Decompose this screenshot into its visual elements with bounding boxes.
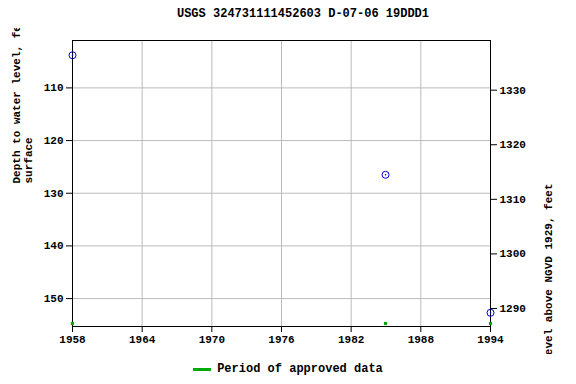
html-text:USGS 324731111452603 D-07-06 1: USGS 324731111452603 D-07-06 19DDD1 (177, 7, 429, 21)
svg-text:1300: 1300 (500, 248, 526, 260)
svg-text:110: 110 (44, 82, 64, 94)
svg-text:Groundwater level above NGVD 1: Groundwater level above NGVD 1929, feet (543, 184, 555, 355)
svg-text:1994: 1994 (477, 334, 504, 346)
svg-text:1958: 1958 (59, 334, 86, 346)
svg-text:1290: 1290 (500, 303, 526, 315)
svg-text:1976: 1976 (268, 334, 294, 346)
svg-text:1964: 1964 (129, 334, 156, 346)
svg-text:1320: 1320 (500, 139, 526, 151)
svg-text:1988: 1988 (408, 334, 435, 346)
svg-text:Depth to water level, feet bel: Depth to water level, feet below landsur… (11, 28, 35, 184)
svg-text:120: 120 (44, 135, 64, 147)
svg-text:1970: 1970 (199, 334, 225, 346)
svg-text:140: 140 (44, 240, 64, 252)
svg-text:150: 150 (44, 293, 64, 305)
html-text:Period of approved data: Period of approved data (217, 362, 383, 376)
svg-text:130: 130 (44, 188, 64, 200)
svg-text:1310: 1310 (500, 194, 526, 206)
svg-text:1330: 1330 (500, 85, 526, 97)
svg-text:1982: 1982 (338, 334, 364, 346)
